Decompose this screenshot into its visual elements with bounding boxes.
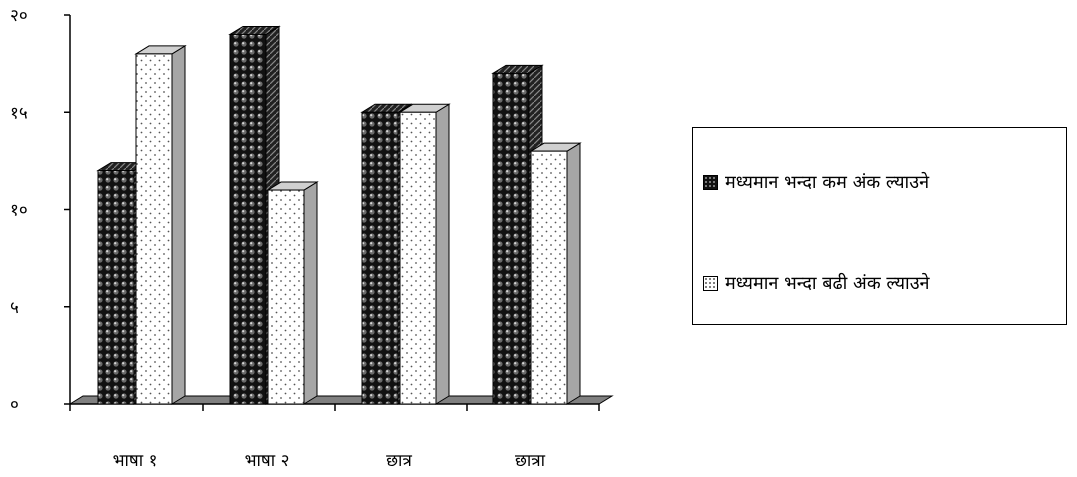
bar-front — [97, 170, 135, 405]
legend: मध्यमान भन्दा कम अंक ल्याउने मध्यमान भन्… — [692, 127, 1067, 325]
bar-side — [566, 142, 581, 405]
legend-label: मध्यमान भन्दा कम अंक ल्याउने — [725, 172, 930, 193]
bar-above-mean — [266, 181, 319, 405]
bar-front — [530, 150, 568, 405]
x-tick-label: छात्र — [386, 451, 412, 471]
bar-below-mean — [228, 25, 281, 405]
bar-front — [399, 111, 437, 405]
x-tick-label: भाषा १ — [113, 451, 158, 471]
y-tick-label: ५ — [10, 298, 19, 318]
x-tick-label: भाषा २ — [245, 451, 290, 471]
legend-label: मध्यमान भन्दा बढी अंक ल्याउने — [725, 273, 930, 294]
bar-front — [492, 72, 530, 405]
bar-front — [267, 189, 305, 405]
bar-above-mean — [529, 142, 582, 405]
legend-item-above-mean: मध्यमान भन्दा बढी अंक ल्याउने — [703, 271, 930, 295]
y-tick-label: १५ — [10, 103, 28, 123]
bar-front — [135, 53, 173, 405]
bar-side — [171, 45, 186, 405]
y-tick-label: ० — [10, 395, 19, 415]
bar-side — [303, 181, 318, 405]
bar-above-mean — [134, 45, 187, 405]
y-tick-label: १० — [10, 201, 28, 221]
legend-swatch-light — [703, 275, 718, 291]
legend-item-below-mean: मध्यमान भन्दा कम अंक ल्याउने — [703, 170, 929, 194]
bar-front — [229, 33, 267, 405]
legend-swatch-dark — [703, 174, 718, 190]
y-tick-label: २० — [10, 6, 28, 26]
bar-above-mean — [398, 103, 451, 405]
bar-side — [435, 103, 450, 405]
bar-front — [361, 111, 399, 405]
x-tick-label: छात्रा — [515, 451, 546, 471]
